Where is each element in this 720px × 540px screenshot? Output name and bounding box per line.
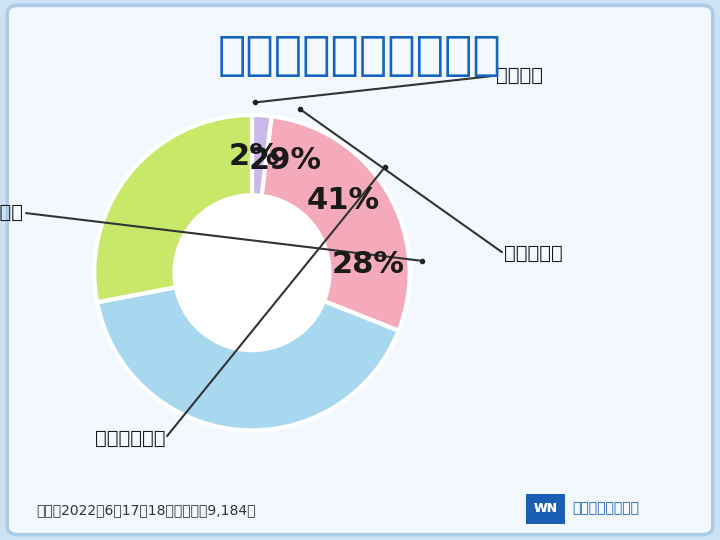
Text: WN: WN xyxy=(534,502,557,516)
Text: 41%: 41% xyxy=(307,186,380,214)
Text: ほぼ毎日: ほぼ毎日 xyxy=(496,66,544,85)
Wedge shape xyxy=(252,116,410,330)
Wedge shape xyxy=(252,115,271,273)
Text: 月に１～２回: 月に１～２回 xyxy=(95,429,166,448)
Text: 28%: 28% xyxy=(332,250,405,279)
Text: 29%: 29% xyxy=(248,146,322,176)
Text: 実施：2022年6月17～18日、回答：9,184人: 実施：2022年6月17～18日、回答：9,184人 xyxy=(36,503,256,517)
Wedge shape xyxy=(94,115,252,302)
Circle shape xyxy=(174,194,331,352)
FancyBboxPatch shape xyxy=(521,491,570,527)
Text: ウェザーニュース: ウェザーニュース xyxy=(572,502,639,516)
Text: それ以下: それ以下 xyxy=(0,203,23,222)
Text: シーツを洗う頻度は？: シーツを洗う頻度は？ xyxy=(218,34,502,79)
Text: 2%: 2% xyxy=(228,141,280,171)
Wedge shape xyxy=(97,273,399,430)
Text: WN: WN xyxy=(534,502,557,516)
Text: 週１回程度: 週１回程度 xyxy=(504,244,563,264)
